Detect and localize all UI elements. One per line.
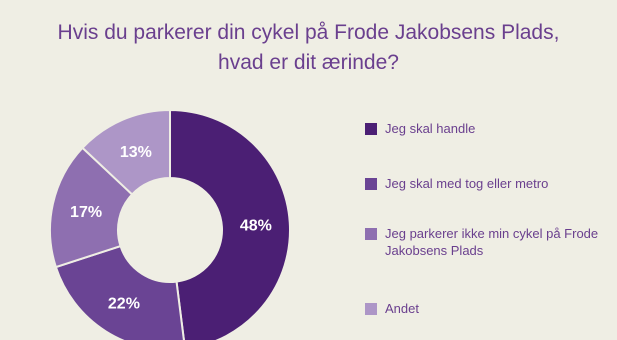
slice-value-label-4: 13% (120, 144, 152, 161)
legend-item-2: Jeg skal med tog eller metro (365, 175, 610, 192)
legend-label-4: Andet (385, 301, 419, 316)
legend-swatch-1 (365, 123, 377, 135)
donut-slice-4 (81, 108, 171, 196)
donut-slice-3 (49, 146, 134, 269)
slice-value-label-2: 22% (108, 296, 140, 313)
legend-swatch-2 (365, 178, 377, 190)
donut-slice-2 (54, 244, 185, 340)
donut-chart: 48% 22% 17% 13% (49, 108, 291, 340)
legend-label-1: Jeg skal handle (385, 121, 476, 136)
legend-label-3: Jeg parkerer ikke min cykel på Frode Jak… (385, 226, 599, 258)
chart-title-line-1: Hvis du parkerer din cykel på Frode Jako… (57, 21, 560, 44)
chart-title-line-2: hvad er dit ærinde? (218, 51, 399, 74)
donut-slice-1 (169, 108, 291, 340)
legend-item-4: Andet (365, 300, 610, 317)
slice-value-label-3: 17% (70, 204, 102, 221)
legend-item-1: Jeg skal handle (365, 120, 610, 137)
legend-item-3: Jeg parkerer ikke min cykel på Frode Jak… (365, 225, 610, 259)
slice-value-label-1: 48% (240, 218, 272, 235)
legend-swatch-4 (365, 303, 377, 315)
legend-swatch-3 (365, 228, 377, 240)
donut-hole (119, 179, 221, 281)
chart-title: Hvis du parkerer din cykel på Frode Jako… (0, 18, 617, 78)
legend-label-2: Jeg skal med tog eller metro (385, 176, 549, 191)
